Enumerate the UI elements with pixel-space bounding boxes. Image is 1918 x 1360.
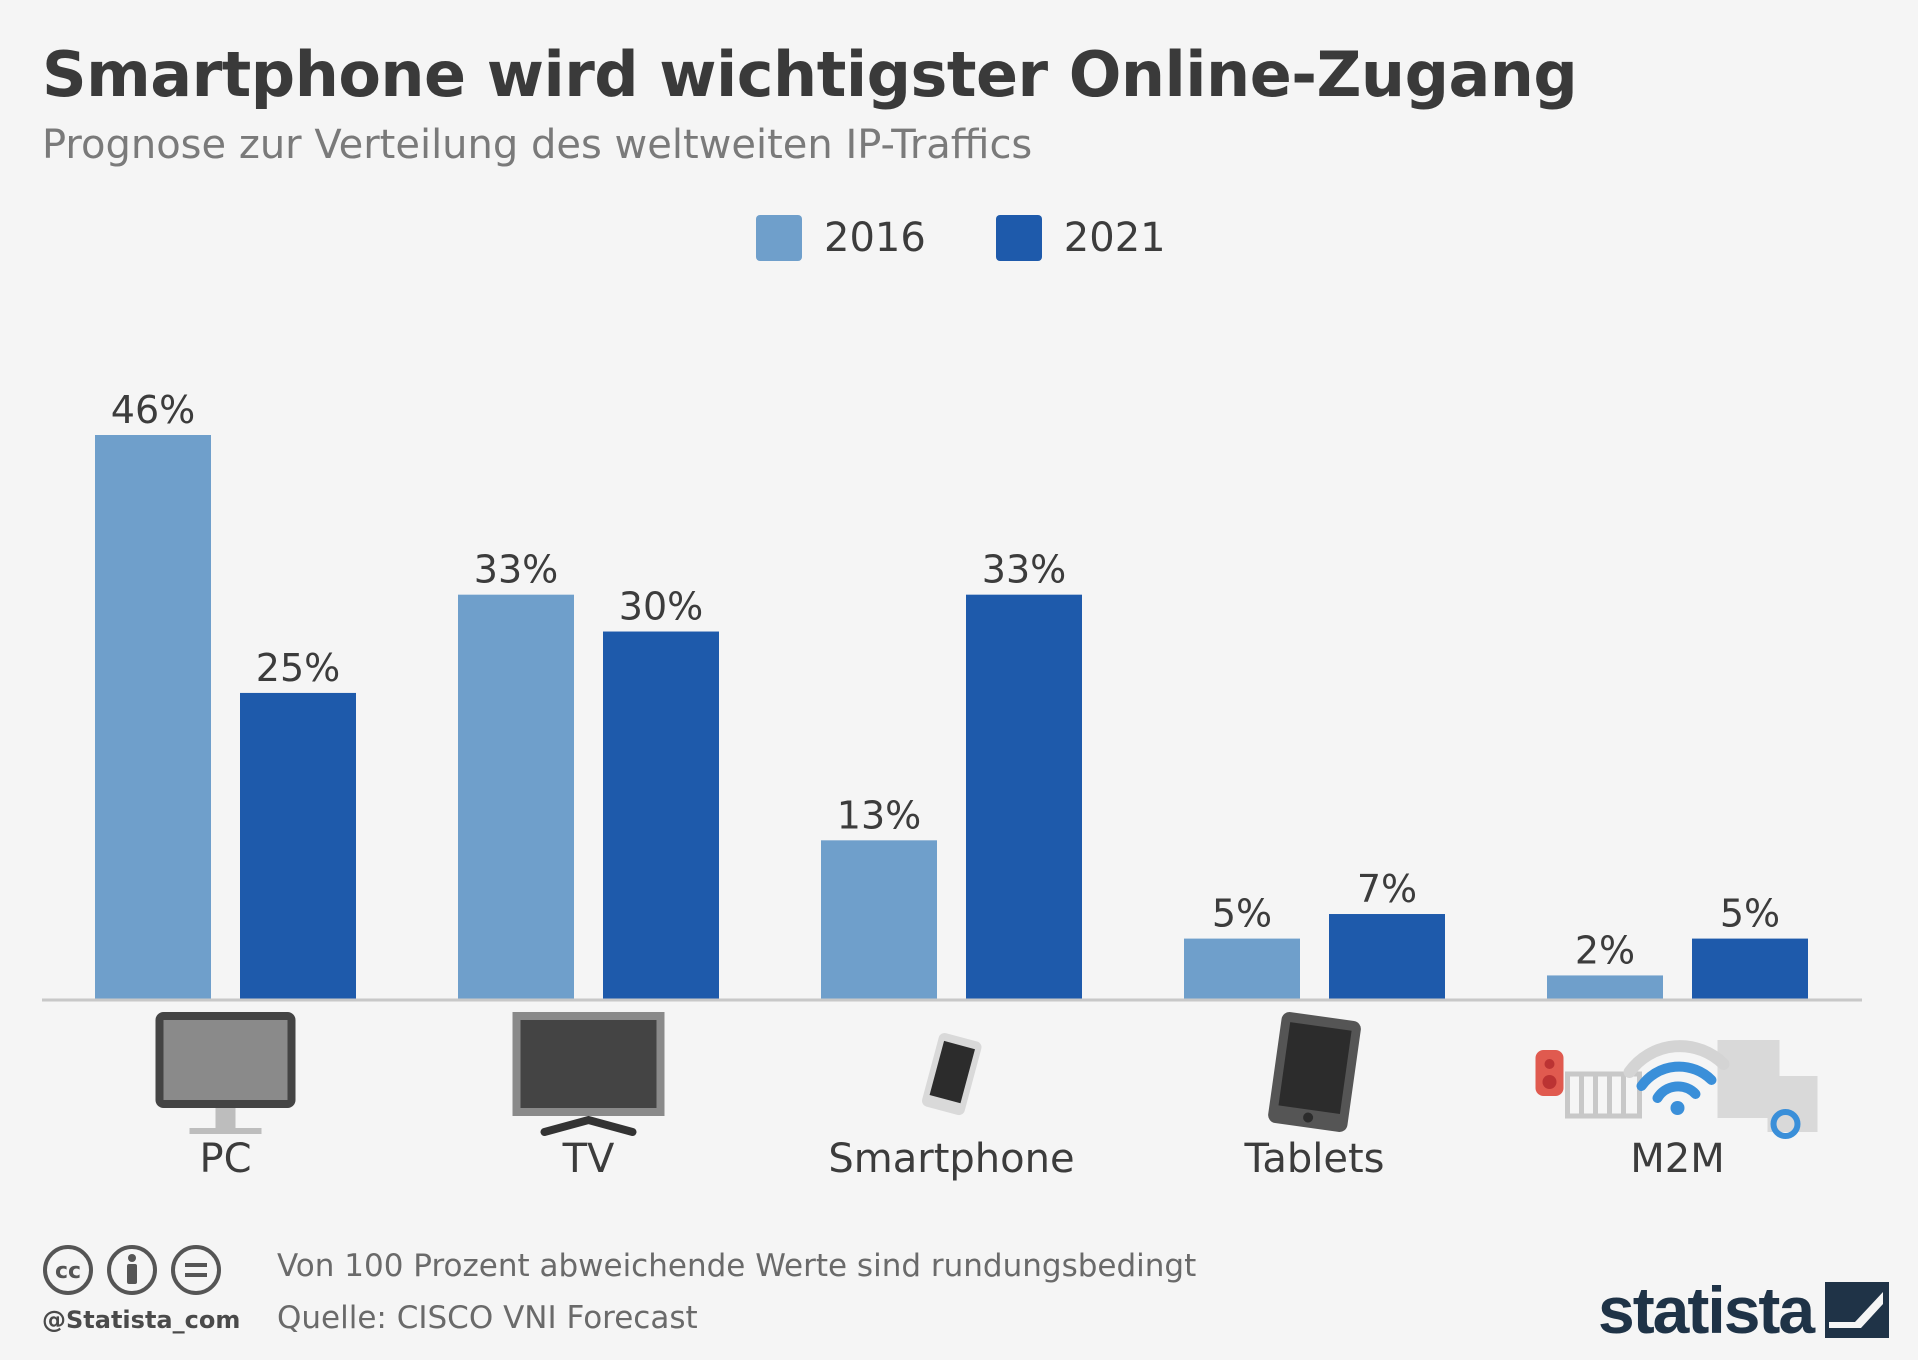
svg-text:cc: cc [55,1259,81,1284]
bar-tablets-2021 [1329,914,1445,1000]
bar-pc-2021 [240,692,356,1000]
m2m-devices-icon [1535,1040,1818,1139]
data-label-pc-2021: 25% [256,646,340,690]
legend-swatch-2016 [756,215,802,261]
statista-logo-icon [1825,1282,1890,1338]
tv-icon [512,1012,665,1136]
category-label-smartphone: Smartphone [828,1136,1074,1182]
category-label-m2m: M2M [1630,1136,1724,1182]
smartphone-icon [922,1032,982,1116]
legend-item-2016: 2016 [756,215,926,261]
nd-icon [171,1245,221,1295]
bar-m2m-2016 [1547,975,1663,1000]
bar-tablets-2016 [1184,938,1300,1000]
data-label-pc-2016: 46% [111,388,195,432]
bar-smartphone-2016 [821,840,937,1000]
footer-source: Quelle: CISCO VNI Forecast [277,1300,698,1336]
legend-label-2016: 2016 [824,215,926,261]
cc-icon: cc [43,1245,93,1295]
category-label-pc: PC [199,1136,251,1182]
category-label-tv: TV [562,1136,615,1182]
tablet-icon [1268,1012,1361,1132]
data-label-m2m-2016: 2% [1575,928,1635,972]
bar-smartphone-2021 [966,594,1082,1000]
data-label-m2m-2021: 5% [1720,892,1780,936]
bar-m2m-2021 [1692,938,1808,1000]
bar-tv-2021 [603,631,719,1000]
data-label-tv-2016: 33% [474,548,558,592]
data-label-tablets-2021: 7% [1357,867,1417,911]
footer-note: Von 100 Prozent abweichende Werte sind r… [277,1248,1197,1284]
data-label-tv-2021: 30% [619,585,703,629]
legend-item-2021: 2021 [995,215,1166,261]
statista-handle: @Statista_com [42,1306,241,1334]
legend-swatch-2021 [995,215,1042,261]
statista-logo[interactable]: statista [1598,1272,1890,1348]
data-label-tablets-2016: 5% [1212,892,1272,936]
monitor-icon [155,1012,296,1134]
data-label-smartphone-2016: 13% [837,793,921,837]
license-icons: cc [42,1244,222,1296]
legend: 2016 2021 [756,212,1166,264]
legend-label-2021: 2021 [1063,215,1166,261]
data-label-smartphone-2021: 33% [982,548,1066,592]
page-subtitle: Prognose zur Verteilung des weltweiten I… [42,122,1033,168]
statista-logo-text: statista [1598,1273,1815,1347]
by-icon [107,1245,157,1295]
page-title: Smartphone wird wichtigster Online-Zugan… [42,38,1578,111]
category-label-tablets: Tablets [1244,1136,1385,1182]
bar-chart: 46% 25% PC 33% 30% TV 13% 33% Smartphone 5% 7% Tabl… [42,388,1862,1182]
bar-tv-2016 [458,594,574,1000]
bar-pc-2016 [95,435,211,1000]
